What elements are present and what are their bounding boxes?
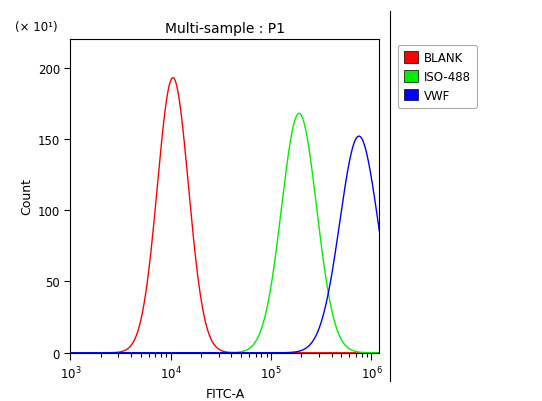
VWF: [199, 350, 205, 355]
Text: (× 10¹): (× 10¹): [15, 21, 57, 34]
ISO-488: [186, 350, 192, 355]
VWF: [370, 189, 377, 194]
ISO-488: [376, 350, 383, 355]
Line: ISO-488: ISO-488: [70, 114, 379, 353]
ISO-488: [102, 350, 109, 355]
ISO-488: [121, 350, 127, 355]
BLANK: [337, 350, 344, 355]
BLANK: [102, 350, 109, 355]
ISO-488: [199, 350, 205, 355]
BLANK: [186, 190, 192, 195]
VWF: [67, 350, 74, 355]
Legend: BLANK, ISO-488, VWF: BLANK, ISO-488, VWF: [398, 46, 476, 108]
ISO-488: [67, 350, 74, 355]
Line: BLANK: BLANK: [70, 79, 379, 353]
BLANK: [370, 350, 377, 355]
BLANK: [170, 76, 176, 81]
VWF: [121, 350, 127, 355]
VWF: [102, 350, 109, 355]
BLANK: [199, 305, 205, 310]
Y-axis label: Count: Count: [21, 178, 34, 215]
ISO-488: [370, 350, 377, 355]
VWF: [337, 218, 343, 223]
ISO-488: [337, 335, 344, 340]
X-axis label: FITC-A: FITC-A: [205, 387, 244, 400]
BLANK: [376, 350, 383, 355]
VWF: [356, 134, 362, 139]
Line: VWF: VWF: [70, 137, 379, 353]
Title: Multi-sample : P1: Multi-sample : P1: [165, 22, 285, 36]
BLANK: [67, 350, 74, 355]
VWF: [376, 229, 383, 234]
VWF: [186, 350, 192, 355]
ISO-488: [296, 111, 302, 116]
BLANK: [121, 348, 127, 353]
